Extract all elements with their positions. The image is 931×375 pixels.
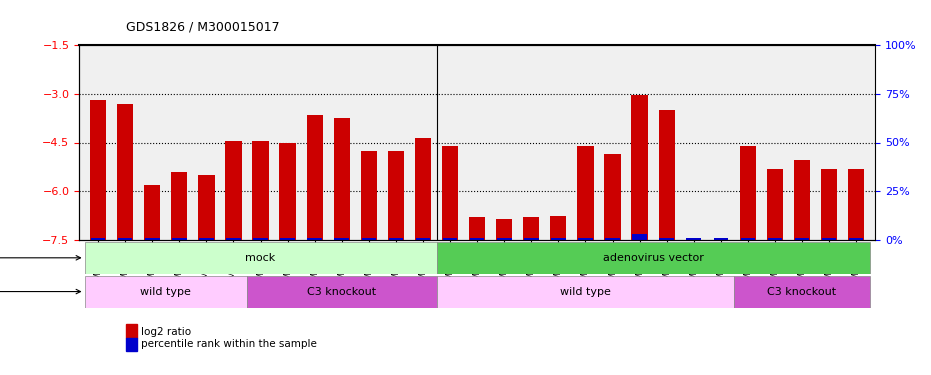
Bar <box>578 238 593 240</box>
Bar <box>740 146 756 240</box>
Bar <box>604 154 621 240</box>
Bar <box>551 238 566 240</box>
Bar <box>524 238 539 240</box>
Bar <box>360 151 377 240</box>
Bar <box>848 168 864 240</box>
Bar <box>415 238 430 240</box>
Bar <box>437 242 870 274</box>
Bar <box>307 238 322 240</box>
Bar <box>497 238 511 240</box>
Bar <box>361 238 376 240</box>
Bar <box>735 276 870 308</box>
Bar <box>713 238 728 240</box>
Bar <box>226 238 241 240</box>
Bar <box>253 238 268 240</box>
Text: log2 ratio: log2 ratio <box>141 327 191 337</box>
Bar <box>198 175 214 240</box>
Bar <box>740 238 755 240</box>
Bar <box>768 238 782 240</box>
Bar <box>821 168 837 240</box>
Bar <box>496 219 512 240</box>
Bar <box>795 238 809 240</box>
Bar <box>577 146 594 240</box>
Bar <box>333 118 350 240</box>
Text: infection: infection <box>0 253 80 263</box>
Bar <box>85 242 437 274</box>
Bar <box>247 276 437 308</box>
Text: genotype/variation: genotype/variation <box>0 286 80 297</box>
Bar <box>306 115 323 240</box>
Text: wild type: wild type <box>560 286 611 297</box>
Bar <box>118 238 132 240</box>
Bar <box>550 216 566 240</box>
Bar <box>388 151 404 240</box>
Bar <box>442 146 458 240</box>
Bar <box>658 110 675 240</box>
Bar <box>794 160 810 240</box>
Bar <box>85 276 247 308</box>
Bar <box>334 238 349 240</box>
Bar <box>686 238 701 240</box>
Bar <box>279 142 296 240</box>
Bar <box>388 238 403 240</box>
Bar <box>632 234 647 240</box>
Bar <box>280 238 295 240</box>
Text: wild type: wild type <box>141 286 191 297</box>
Bar <box>523 217 539 240</box>
Text: C3 knockout: C3 knockout <box>767 286 837 297</box>
Bar <box>849 238 863 240</box>
Bar <box>252 141 269 240</box>
Bar <box>171 172 187 240</box>
Text: mock: mock <box>246 253 276 263</box>
Text: percentile rank within the sample: percentile rank within the sample <box>141 339 317 349</box>
Bar <box>470 238 484 240</box>
Bar <box>443 238 457 240</box>
Bar <box>605 238 620 240</box>
Bar <box>225 141 241 240</box>
Bar <box>172 238 186 240</box>
Bar <box>767 168 783 240</box>
Bar <box>415 138 431 240</box>
Bar <box>822 238 836 240</box>
Bar <box>117 104 133 240</box>
Bar <box>91 238 105 240</box>
Text: adenovirus vector: adenovirus vector <box>602 253 704 263</box>
Bar <box>145 238 159 240</box>
Bar <box>90 100 106 240</box>
Text: C3 knockout: C3 knockout <box>307 286 376 297</box>
Bar <box>199 238 214 240</box>
Bar <box>144 185 160 240</box>
Bar <box>659 238 674 240</box>
Text: GDS1826 / M300015017: GDS1826 / M300015017 <box>126 21 279 34</box>
Bar <box>631 95 648 240</box>
Bar <box>469 217 485 240</box>
Bar <box>437 276 735 308</box>
